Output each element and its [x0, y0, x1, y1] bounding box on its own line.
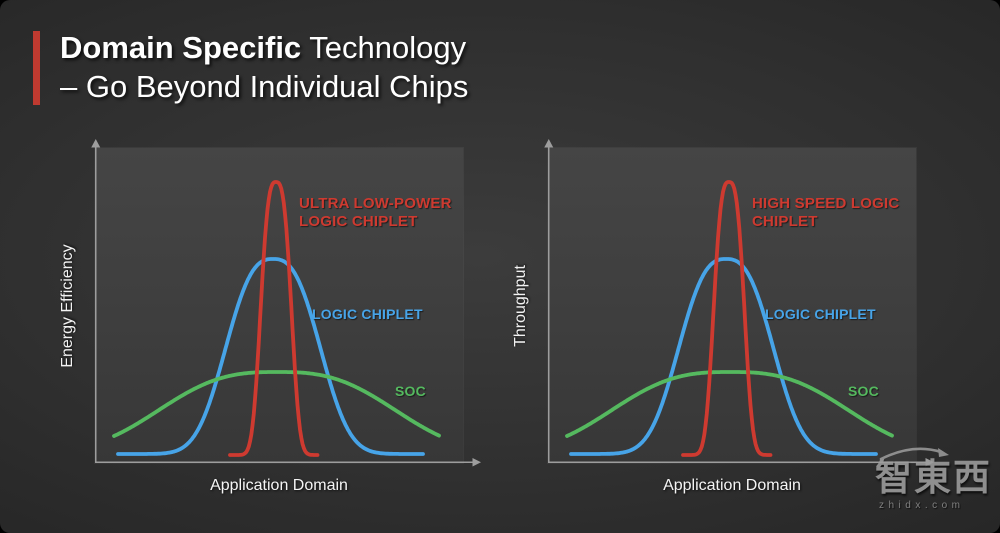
- zhidx-watermark: 智東西 zhidx.com: [875, 444, 992, 511]
- page-title: Domain Specific Technology – Go Beyond I…: [60, 28, 468, 106]
- energy-efficiency-chart: Energy Efficiency Application Domain ULT…: [59, 139, 481, 494]
- curve-soc: [565, 370, 894, 438]
- throughput-chart-canvas: [544, 139, 934, 467]
- watermark-logo-text: 智東西: [875, 457, 992, 498]
- annotation-line: CHIPLET: [752, 213, 818, 230]
- y-axis-label: Energy Efficiency: [59, 243, 76, 368]
- title-line-1-bold: Domain Specific: [60, 30, 302, 65]
- title-accent-bar: [33, 31, 40, 105]
- energy-efficiency-chart-canvas: [91, 139, 481, 467]
- y-axis-arrow-icon: [91, 139, 101, 148]
- throughput-chart: Throughput Application Domain HIGH SPEED…: [512, 139, 934, 494]
- annotation-line: ULTRA LOW-POWER: [299, 195, 452, 212]
- y-axis-arrow-icon: [544, 139, 554, 148]
- curve-high-speed-logic-chiplet: [681, 180, 773, 457]
- x-axis-label: Application Domain: [210, 477, 348, 494]
- watermark-domain-text: zhidx.com: [879, 500, 965, 511]
- annotation-high-speed-logic-chiplet: HIGH SPEED LOGIC CHIPLET: [752, 195, 899, 231]
- title-line-1-rest: Technology: [309, 30, 467, 65]
- x-axis-arrow-icon: [472, 458, 481, 467]
- y-axis-label: Throughput: [512, 264, 529, 347]
- annotation-logic-chiplet: LOGIC CHIPLET: [765, 306, 876, 322]
- title-line-1: Domain Specific Technology: [60, 28, 468, 67]
- x-axis-arrow-icon: [925, 458, 934, 467]
- annotation-soc: SOC: [848, 383, 879, 399]
- annotation-line: HIGH SPEED LOGIC: [752, 195, 900, 212]
- annotation-line: LOGIC CHIPLET: [299, 213, 418, 230]
- curve-logic-chiplet: [569, 257, 878, 456]
- curve-logic-chiplet: [116, 257, 425, 456]
- title-block: Domain Specific Technology – Go Beyond I…: [33, 28, 468, 106]
- curve-ultra-low-power-logic-chiplet: [228, 180, 320, 457]
- annotation-soc: SOC: [395, 383, 426, 399]
- watermark-arc-icon: [879, 447, 949, 461]
- title-line-2: – Go Beyond Individual Chips: [60, 69, 469, 104]
- annotation-logic-chiplet: LOGIC CHIPLET: [312, 306, 423, 322]
- curve-soc: [112, 370, 441, 438]
- x-axis-label: Application Domain: [663, 477, 801, 494]
- annotation-ultra-low-power-logic-chiplet: ULTRA LOW-POWER LOGIC CHIPLET: [299, 195, 452, 231]
